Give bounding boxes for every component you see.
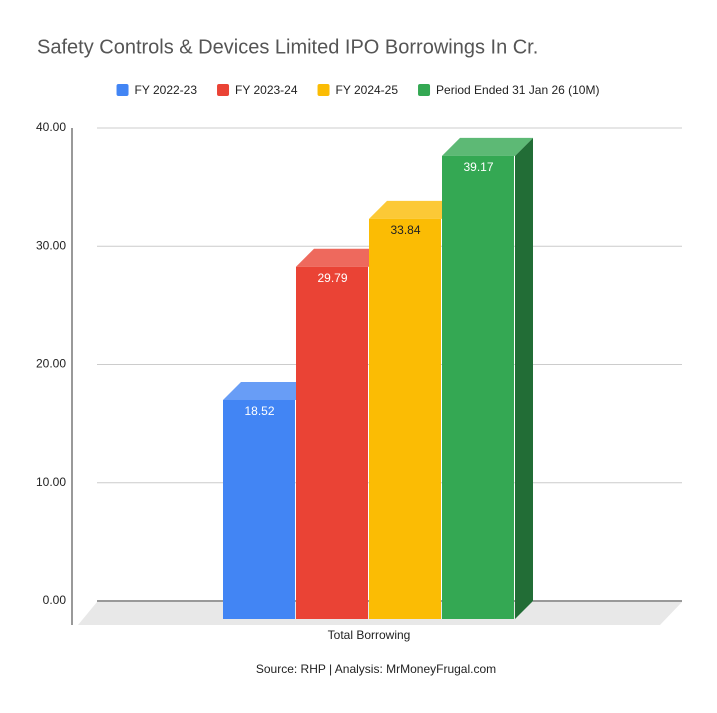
chart-title: Safety Controls & Devices Limited IPO Bo…	[37, 36, 538, 58]
legend-swatch	[317, 84, 330, 96]
legend-swatch	[217, 84, 230, 96]
bar-top	[369, 200, 460, 219]
x-tick-label: Total Borrowing	[328, 628, 411, 642]
bar-top	[296, 248, 387, 267]
y-tick-label: 20.00	[36, 357, 66, 371]
legend-label: FY 2023-24	[235, 83, 298, 97]
bar	[442, 155, 514, 619]
legend-label: FY 2022-23	[135, 83, 198, 97]
data-label: 39.17	[463, 160, 493, 174]
legend-label: Period Ended 31 Jan 26 (10M)	[436, 83, 599, 97]
source-note: Source: RHP | Analysis: MrMoneyFrugal.co…	[256, 662, 496, 676]
y-tick-label: 10.00	[36, 475, 66, 489]
bar	[369, 218, 441, 620]
bar	[296, 266, 368, 619]
legend-swatch	[116, 84, 129, 96]
data-label: 33.84	[390, 223, 420, 237]
bar	[223, 400, 295, 619]
data-label: 29.79	[317, 271, 347, 285]
data-label: 18.52	[244, 404, 274, 418]
legend: FY 2022-23 FY 2023-24 FY 2024-25 Period End…	[116, 83, 599, 97]
legend-swatch	[418, 84, 431, 96]
bar-top	[223, 382, 314, 401]
bar-side	[515, 137, 533, 619]
legend-label: FY 2024-25	[336, 83, 399, 97]
bar-top	[442, 137, 533, 156]
y-tick-label: 40.00	[36, 120, 66, 134]
y-tick-label: 30.00	[36, 238, 66, 252]
y-tick-label: 0.00	[43, 593, 67, 607]
